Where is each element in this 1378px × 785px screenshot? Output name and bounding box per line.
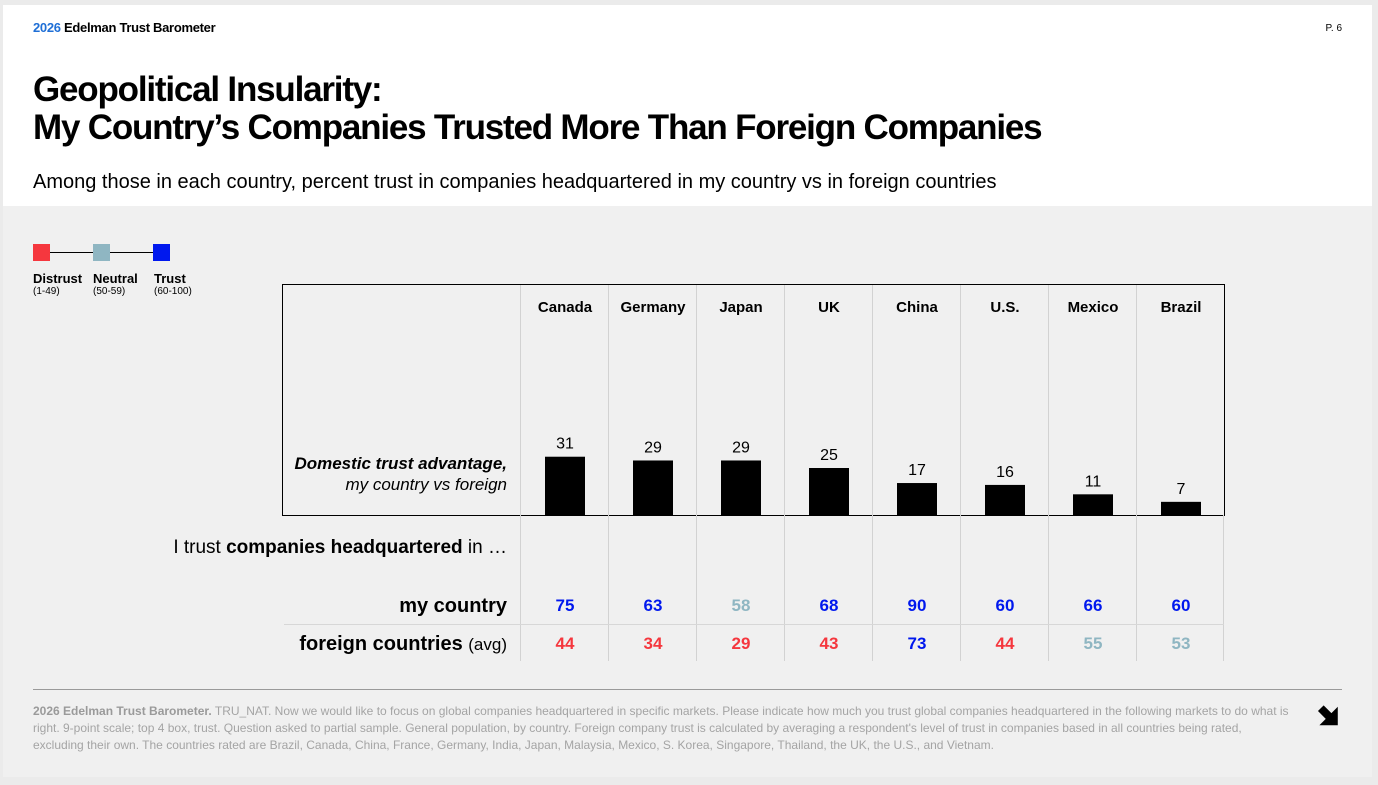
intro-pre: I trust <box>173 537 227 558</box>
page-title: Geopolitical Insularity: My Country’s Co… <box>33 70 1043 147</box>
advantage-bar-germany <box>633 460 673 515</box>
row-label-text: my country <box>399 595 507 617</box>
advantage-bar-uk <box>809 468 849 515</box>
legend-distrust-range: (1-49) <box>33 286 60 297</box>
column-divider <box>520 285 521 661</box>
column-divider <box>1223 515 1224 661</box>
column-divider <box>872 285 873 661</box>
column-divider <box>696 285 697 661</box>
foreign-trust-cell: 44 <box>555 634 575 653</box>
advantage-value-label: 29 <box>644 439 662 456</box>
country-header-japan: Japan <box>719 299 763 316</box>
table-intro: I trust companies headquartered in … <box>173 537 507 559</box>
advantage-bar-mexico <box>1073 494 1113 515</box>
header-panel: 2026 Edelman Trust Barometer P. 6 Geopol… <box>3 5 1372 206</box>
country-header-canada: Canada <box>537 299 593 316</box>
chart-frame <box>282 284 1225 516</box>
legend-neutral-swatch <box>93 244 110 261</box>
my-country-trust-cell: 66 <box>1083 596 1103 615</box>
brand-name: Edelman Trust Barometer <box>64 20 216 35</box>
my-country-trust-cell: 60 <box>995 596 1015 615</box>
column-divider <box>1048 285 1049 661</box>
legend-neutral-range: (50-59) <box>93 286 126 297</box>
row-label-suffix: (avg) <box>468 635 507 654</box>
title-line-2: My Country’s Companies Trusted More Than… <box>33 108 1043 147</box>
subtitle: Among those in each country, percent tru… <box>33 171 997 193</box>
advantage-value-label: 7 <box>1177 481 1186 498</box>
foreign-trust-cell: 34 <box>643 634 663 653</box>
footer-divider <box>33 689 1342 690</box>
my-country-trust-cell: 60 <box>1171 596 1191 615</box>
page-number: P. 6 <box>1325 23 1343 34</box>
my-country-trust-cell: 75 <box>555 596 575 615</box>
my-country-trust-cell: 58 <box>731 596 751 615</box>
advantage-value-label: 31 <box>556 436 574 453</box>
advantage-label: Domestic trust advantage, my country vs … <box>294 453 507 495</box>
foreign-trust-cell: 53 <box>1171 634 1191 653</box>
country-header-germany: Germany <box>620 299 686 316</box>
next-arrow-icon[interactable] <box>1316 702 1344 730</box>
foreign-trust-cell: 55 <box>1083 634 1103 653</box>
trust-legend: Distrust Neutral Trust (1-49) (50-59) (6… <box>33 243 203 313</box>
advantage-bar-canada <box>545 456 585 515</box>
country-header-china: China <box>896 299 938 316</box>
legend-trust-range: (60-100) <box>154 286 192 297</box>
foreign-trust-cell: 29 <box>731 634 751 653</box>
slide: 2026 Edelman Trust Barometer P. 6 Geopol… <box>3 5 1372 777</box>
advantage-value-label: 11 <box>1085 473 1102 490</box>
footnote: 2026 Edelman Trust Barometer. TRU_NAT. N… <box>33 703 1295 754</box>
legend-distrust-swatch <box>33 244 50 261</box>
row-label-my-country: my country <box>399 595 507 618</box>
advantage-bar-chart: 31 29 29 25 17 16 11 7 <box>545 436 1201 515</box>
brand-year: 2026 <box>33 20 61 35</box>
foreign-trust-cell: 44 <box>995 634 1015 653</box>
footnote-text: TRU_NAT. Now we would like to focus on g… <box>33 704 1289 752</box>
intro-bold: companies headquartered <box>226 537 463 558</box>
legend-neutral-label: Neutral <box>93 271 138 286</box>
legend-trust-swatch <box>153 244 170 261</box>
column-divider <box>1136 285 1137 661</box>
my-country-trust-cell: 63 <box>643 596 663 615</box>
advantage-value-label: 25 <box>820 447 838 464</box>
intro-post: in … <box>462 537 507 558</box>
legend-trust-label: Trust <box>154 271 186 286</box>
row-label-foreign: foreign countries (avg) <box>299 633 507 656</box>
foreign-trust-cell: 73 <box>907 634 927 653</box>
row-label-text: foreign countries <box>299 633 463 655</box>
advantage-bar-brazil <box>1161 501 1201 515</box>
footnote-source: 2026 Edelman Trust Barometer. <box>33 704 212 718</box>
advantage-bar-japan <box>721 460 761 515</box>
country-header-uk: UK <box>818 299 840 316</box>
country-header-mexico: Mexico <box>1067 299 1119 316</box>
advantage-bar-china <box>897 483 937 515</box>
column-divider <box>960 285 961 661</box>
my-country-trust-cell: 90 <box>907 596 927 615</box>
row-divider <box>284 624 1224 625</box>
advantage-value-label: 29 <box>732 439 750 456</box>
brand-logo: 2026 Edelman Trust Barometer <box>33 20 216 35</box>
foreign-trust-cell: 43 <box>819 634 839 653</box>
advantage-value-label: 16 <box>996 464 1014 481</box>
advantage-label-line-2: my country vs foreign <box>345 475 507 494</box>
column-divider <box>608 285 609 661</box>
column-divider <box>784 285 785 661</box>
advantage-value-label: 17 <box>908 462 926 479</box>
advantage-bar-us <box>985 484 1025 515</box>
title-line-1: Geopolitical Insularity: <box>33 70 383 109</box>
country-header-us: U.S. <box>990 299 1020 316</box>
advantage-label-line-1: Domestic trust advantage, <box>294 454 507 473</box>
country-header-brazil: Brazil <box>1160 299 1202 316</box>
legend-distrust-label: Distrust <box>33 271 83 286</box>
my-country-trust-cell: 68 <box>819 596 839 615</box>
